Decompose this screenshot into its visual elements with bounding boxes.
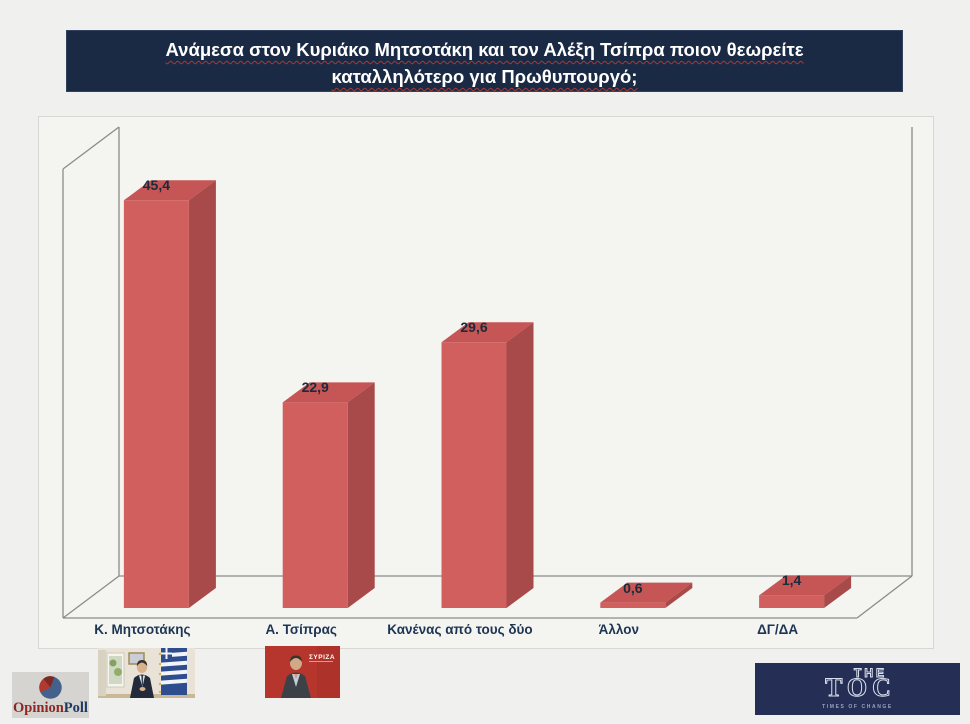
poll-question-line1: Ανάμεσα στον Κυριάκο Μητσοτάκη και τον Α… [165,39,804,60]
category-label: Κ. Μητσοτάκης [94,622,191,637]
poll-question-line2: καταλληλότερο για Πρωθυπουργό; [331,66,638,87]
bar-5 [759,575,852,608]
category-label: ΔΓ/ΔΑ [757,622,799,637]
syriza-logo-text: ΣΥΡΙΖΑ [309,654,335,661]
bar-value-label: 22,9 [301,379,329,396]
opinionpoll-logo: OpinionPoll [12,672,89,718]
thetoc-tagline: TIMES OF CHANGE [822,704,893,710]
category-label: Κανένας από τους δύο [387,622,533,637]
opinionpoll-word1: Opinion [13,700,64,716]
bar-1 [123,180,216,609]
thetoc-logo: THE TOC TIMES OF CHANGE [755,663,960,715]
bar-value-label: 45,4 [142,177,171,194]
bar-value-label: 1,4 [781,572,802,589]
tsipras-photo: ΣΥΡΙΖΑ [265,646,340,698]
category-label: Άλλον [598,622,639,637]
poll-question-banner: Ανάμεσα στον Κυριάκο Μητσοτάκη και τον Α… [66,30,903,92]
bar-4 [600,582,693,608]
opinionpoll-word2: Poll [63,700,88,716]
thetoc-the: THE [854,666,887,681]
thetoc-toc: TOC [825,673,896,702]
category-label: Α. Τσίπρας [265,622,337,637]
mitsotakis-photo [98,648,195,698]
bar-2 [282,382,375,608]
chart-area: 45,4 Κ. Μητσοτάκης 22,9 Α. Τσίπρας 29,6 Κανέν… [38,116,934,649]
bar-3 [441,322,534,608]
bar-value-label: 0,6 [623,579,643,596]
pie-chart-icon [39,676,62,699]
opinionpoll-wordmark: OpinionPoll [13,701,88,716]
bar-chart-3d [62,126,913,619]
bar-value-label: 29,6 [460,319,488,336]
